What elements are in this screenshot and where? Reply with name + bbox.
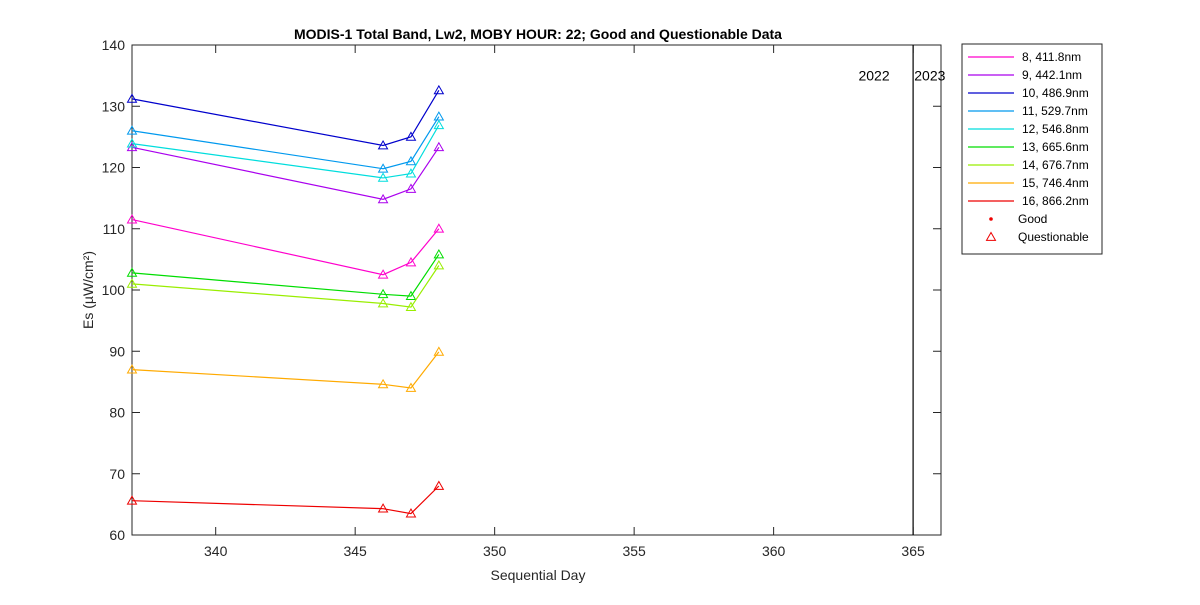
data-point-questionable — [405, 131, 417, 141]
data-point-questionable — [433, 346, 445, 356]
y-tick-label: 120 — [102, 160, 126, 176]
data-point-questionable — [405, 155, 417, 166]
series-line-4 — [131, 116, 440, 170]
legend-label: 16, 866.2nm — [1022, 194, 1089, 208]
data-point-questionable — [377, 269, 389, 279]
data-point-questionable — [377, 172, 389, 182]
data-point-questionable — [405, 256, 417, 267]
data-point-questionable — [126, 267, 138, 277]
legend-label: 15, 746.4nm — [1022, 176, 1089, 190]
data-point-questionable — [377, 193, 389, 204]
data-point-questionable — [405, 183, 417, 193]
data-point-questionable — [433, 141, 445, 152]
data-point-questionable — [405, 168, 417, 178]
plot-area-frame — [131, 44, 942, 536]
data-point-questionable — [433, 248, 445, 259]
data-point-questionable — [377, 288, 389, 299]
data-point-questionable — [433, 84, 445, 95]
series-line-2 — [131, 146, 440, 200]
legend-marker-questionable — [985, 231, 997, 241]
legend-box — [961, 43, 1103, 255]
x-tick-label: 345 — [343, 543, 367, 559]
legend-label: 11, 529.7nm — [1022, 104, 1088, 118]
legend-marker-good — [989, 217, 993, 221]
chart-title: MODIS-1 Total Band, Lw2, MOBY HOUR: 22; … — [294, 26, 782, 42]
y-tick-label: 140 — [102, 37, 126, 53]
data-point-questionable — [405, 508, 417, 518]
data-point-questionable — [433, 259, 445, 270]
y-tick-label: 70 — [109, 466, 125, 482]
y-tick-label: 130 — [102, 98, 126, 114]
data-point-questionable — [126, 364, 138, 374]
year-annotation: 2022 — [858, 68, 889, 84]
legend-label: Questionable — [1018, 230, 1089, 244]
y-tick-label: 110 — [103, 221, 126, 237]
data-point-questionable — [377, 139, 389, 150]
data-point-questionable — [126, 125, 138, 135]
data-point-questionable — [126, 138, 138, 148]
y-tick-label: 60 — [109, 527, 125, 543]
data-point-questionable — [126, 214, 138, 224]
x-tick-label: 360 — [762, 543, 786, 559]
legend-label: 9, 442.1nm — [1022, 68, 1082, 82]
series-line-5 — [131, 124, 440, 179]
year-annotation: 2023 — [914, 68, 945, 84]
data-point-questionable — [126, 495, 138, 505]
y-tick-label: 100 — [102, 282, 126, 298]
series-line-1 — [131, 218, 440, 276]
series-line-7 — [131, 265, 440, 308]
data-point-questionable — [433, 119, 445, 130]
legend-label: 14, 676.7nm — [1022, 158, 1089, 172]
data-point-questionable — [405, 290, 417, 300]
x-axis-label: Sequential Day — [491, 567, 586, 583]
data-point-questionable — [377, 163, 389, 173]
legend-label: 12, 546.8nm — [1022, 122, 1089, 136]
x-tick-label: 365 — [901, 543, 925, 559]
legend-label: 10, 486.9nm — [1022, 86, 1089, 100]
data-point-questionable — [377, 378, 389, 389]
legend-label: 13, 665.6nm — [1022, 140, 1089, 154]
series-line-3 — [131, 90, 440, 147]
series-line-9 — [131, 485, 440, 515]
data-point-questionable — [126, 93, 138, 103]
data-point-questionable — [126, 278, 138, 288]
data-point-questionable — [405, 382, 417, 392]
series-line-6 — [131, 254, 440, 297]
x-tick-label: 350 — [483, 543, 507, 559]
data-point-questionable — [377, 503, 389, 513]
x-tick-label: 355 — [622, 543, 646, 559]
legend-label: Good — [1018, 212, 1047, 226]
y-tick-label: 90 — [109, 343, 125, 359]
x-tick-label: 340 — [204, 543, 228, 559]
series-line-8 — [131, 351, 440, 389]
y-axis-label: Es (µW/cm²) — [80, 251, 96, 329]
data-point-questionable — [433, 223, 445, 233]
y-tick-label: 80 — [109, 405, 125, 421]
data-point-questionable — [405, 301, 417, 312]
data-point-questionable — [377, 297, 389, 308]
data-point-questionable — [433, 480, 445, 490]
legend-label: 8, 411.8nm — [1022, 50, 1081, 64]
